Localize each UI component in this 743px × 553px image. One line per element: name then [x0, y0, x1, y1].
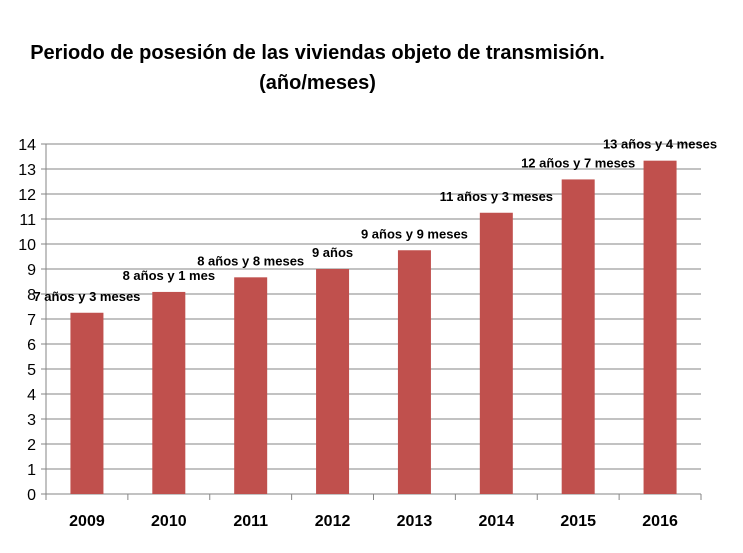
x-tick-label: 2014 [479, 513, 515, 530]
bar-2010 [152, 291, 186, 494]
y-tick-label: 6 [27, 337, 36, 354]
y-tick-label: 1 [27, 462, 36, 479]
y-tick-label: 5 [27, 362, 36, 379]
data-label: 8 años y 1 mes [123, 268, 216, 283]
x-tick-label: 2012 [315, 513, 351, 530]
bar-2014 [479, 212, 513, 494]
chart-title: Periodo de posesión de las viviendas obj… [30, 42, 605, 64]
x-tick-label: 2009 [69, 513, 105, 530]
data-label: 9 años y 9 meses [361, 226, 468, 241]
y-tick-label: 0 [27, 487, 36, 504]
y-tick-label: 7 [27, 312, 36, 329]
y-tick-label: 4 [27, 387, 36, 404]
y-tick-label: 12 [18, 187, 36, 204]
data-label: 11 años y 3 meses [440, 189, 553, 204]
x-tick-label: 2015 [560, 513, 596, 530]
x-tick-label: 2011 [233, 513, 268, 530]
y-tick-label: 10 [18, 237, 36, 254]
data-label: 9 años [312, 245, 353, 260]
chart-title-block: Periodo de posesión de las viviendas obj… [0, 38, 635, 98]
y-tick-label: 14 [18, 137, 36, 154]
bar-2009 [70, 312, 104, 494]
bar-2012 [316, 269, 350, 494]
chart-subtitle: (año/meses) [259, 72, 376, 94]
y-tick-label: 9 [27, 262, 36, 279]
y-tick-label: 2 [27, 437, 36, 454]
y-tick-label: 3 [27, 412, 36, 429]
data-label: 7 años y 3 meses [33, 289, 140, 304]
bar-2015 [561, 179, 595, 495]
x-tick-label: 2013 [397, 513, 433, 530]
y-tick-label: 13 [18, 162, 36, 179]
y-tick-label: 11 [19, 212, 36, 229]
data-label: 12 años y 7 meses [521, 155, 635, 170]
x-tick-label: 2010 [151, 513, 187, 530]
x-tick-label: 2016 [642, 513, 678, 530]
data-label: 13 años y 4 meses [603, 137, 717, 152]
bar-2011 [234, 277, 268, 494]
y-tick-label: 8 [27, 287, 36, 304]
data-label: 8 años y 8 meses [197, 253, 304, 268]
bar-2016 [643, 160, 677, 495]
bar-2013 [397, 250, 431, 494]
